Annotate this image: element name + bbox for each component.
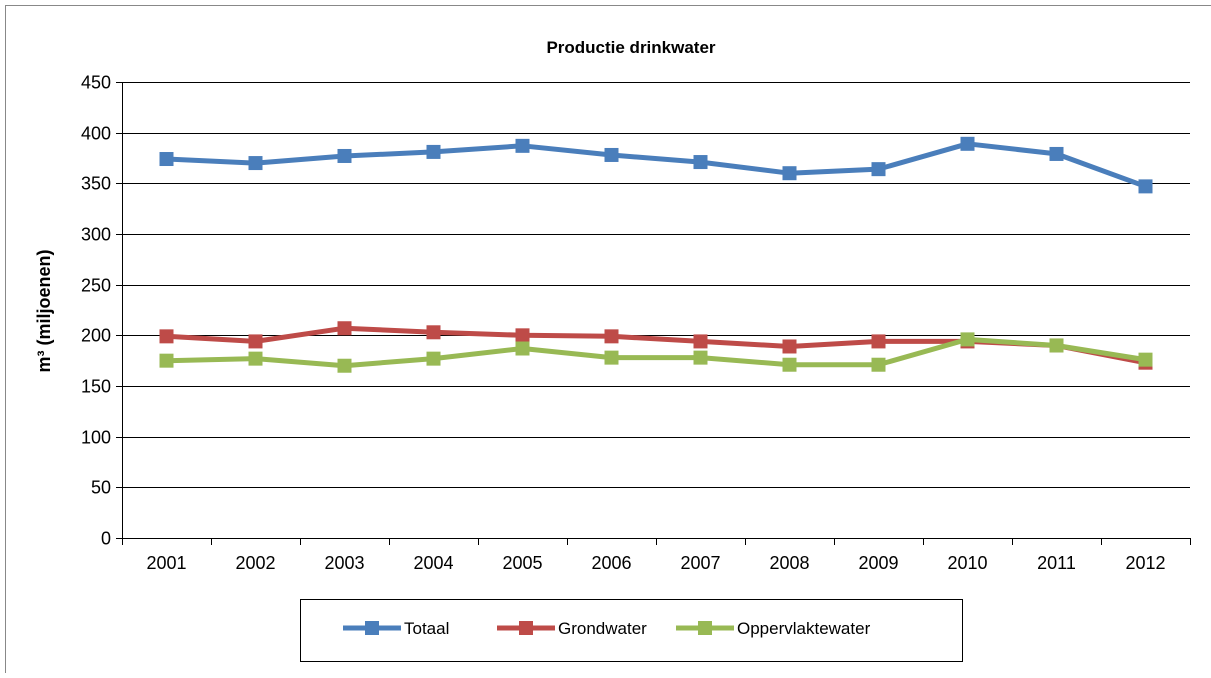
legend-label: Oppervlaktewater	[737, 619, 871, 638]
data-point	[427, 352, 441, 366]
y-tick-label: 200	[81, 326, 111, 346]
x-tick-label: 2006	[591, 553, 631, 573]
x-tick-label: 2010	[947, 553, 987, 573]
legend-label: Grondwater	[558, 619, 647, 638]
x-tick-label: 2011	[1037, 553, 1076, 573]
y-tick-label: 350	[81, 174, 111, 194]
data-point	[338, 359, 352, 373]
data-point	[694, 155, 708, 169]
legend: Totaal Grondwater Oppervlaktewater	[301, 600, 963, 662]
data-point	[872, 162, 886, 176]
data-point	[872, 358, 886, 372]
data-point	[694, 334, 708, 348]
data-point	[605, 351, 619, 365]
y-tick-label: 50	[91, 478, 111, 498]
y-tick-label: 450	[81, 73, 111, 93]
data-point	[961, 332, 975, 346]
data-point	[249, 156, 263, 170]
y-tick-label: 400	[81, 124, 111, 144]
y-tick-label: 300	[81, 225, 111, 245]
data-point	[249, 334, 263, 348]
data-point	[1050, 338, 1064, 352]
legend-marker	[519, 621, 533, 635]
data-point	[338, 321, 352, 335]
data-point	[783, 358, 797, 372]
y-axis-title: m³ (miljoenen)	[34, 249, 54, 372]
x-tick-label: 2004	[413, 553, 453, 573]
x-tick-label: 2002	[235, 553, 275, 573]
legend-marker	[365, 621, 379, 635]
x-tick-label: 2007	[680, 553, 720, 573]
data-point	[605, 148, 619, 162]
data-point	[516, 342, 530, 356]
data-point	[872, 334, 886, 348]
data-point	[249, 352, 263, 366]
data-point	[605, 329, 619, 343]
y-tick-label: 100	[81, 428, 111, 448]
data-point	[694, 351, 708, 365]
legend-label: Totaal	[404, 619, 449, 638]
data-point	[160, 152, 174, 166]
data-point	[783, 339, 797, 353]
data-point	[427, 325, 441, 339]
data-point	[516, 139, 530, 153]
x-tick-label: 2001	[146, 553, 186, 573]
x-tick-label: 2008	[769, 553, 809, 573]
data-point	[783, 166, 797, 180]
data-point	[961, 137, 975, 151]
legend-marker	[698, 621, 712, 635]
data-point	[1139, 179, 1153, 193]
y-tick-label: 0	[101, 529, 111, 549]
x-tick-label: 2005	[502, 553, 542, 573]
x-tick-label: 2009	[858, 553, 898, 573]
data-point	[160, 354, 174, 368]
data-point	[1139, 353, 1153, 367]
data-point	[516, 328, 530, 342]
x-tick-label: 2012	[1125, 553, 1165, 573]
y-tick-label: 150	[81, 377, 111, 397]
data-point	[427, 145, 441, 159]
data-point	[160, 329, 174, 343]
chart-title: Productie drinkwater	[546, 38, 715, 57]
x-tick-label: 2003	[324, 553, 364, 573]
data-point	[338, 149, 352, 163]
data-point	[1050, 147, 1064, 161]
y-tick-label: 250	[81, 276, 111, 296]
